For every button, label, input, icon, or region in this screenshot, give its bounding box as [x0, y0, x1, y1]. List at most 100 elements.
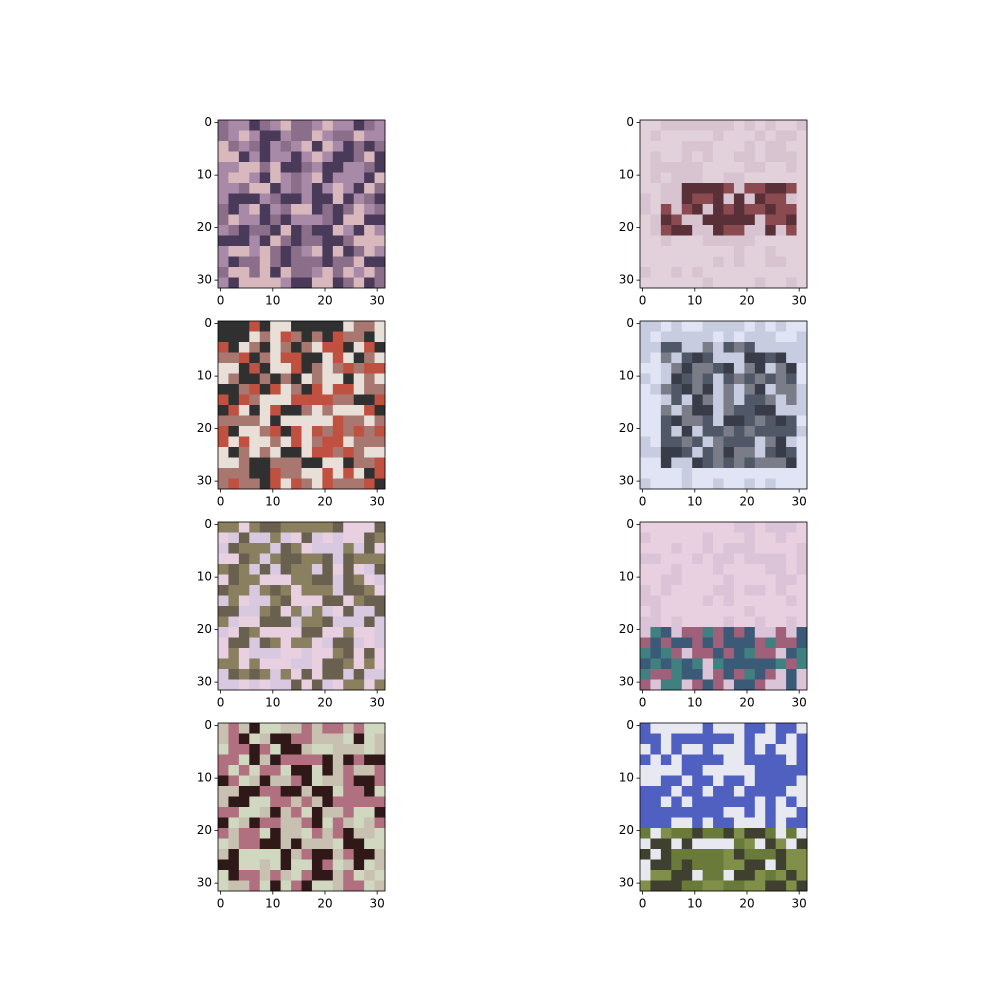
- pixel: [702, 151, 714, 163]
- pixel: [259, 595, 271, 607]
- pixel: [786, 870, 797, 881]
- pixel: [713, 849, 724, 860]
- pixel: [775, 723, 787, 734]
- pixel: [681, 658, 693, 670]
- pixel: [238, 532, 250, 544]
- axes-frame: [639, 119, 808, 289]
- pixel: [640, 277, 651, 289]
- pixel: [660, 193, 672, 205]
- pixel: [660, 415, 672, 427]
- pixel: [650, 637, 662, 649]
- x-tick-label: 10: [265, 495, 280, 509]
- pixel: [301, 204, 313, 215]
- pixel: [671, 817, 683, 829]
- pixel: [301, 331, 313, 343]
- pixel: [249, 277, 261, 289]
- pixel: [733, 246, 745, 257]
- pixel: [353, 786, 365, 797]
- pixel: [650, 235, 662, 247]
- pixel: [238, 193, 250, 205]
- pixel: [765, 342, 777, 353]
- pixel: [681, 627, 693, 638]
- pixel: [311, 679, 323, 691]
- pixel: [765, 277, 777, 289]
- pixel: [322, 214, 334, 226]
- pixel: [723, 193, 735, 205]
- pixel: [311, 256, 323, 268]
- pixel: [775, 235, 787, 247]
- pixel: [238, 522, 250, 533]
- pixel: [291, 880, 302, 892]
- pixel: [332, 363, 344, 374]
- pixel: [259, 246, 271, 257]
- pixel: [291, 331, 302, 343]
- pixel: [640, 585, 651, 596]
- pixel: [765, 849, 777, 860]
- pixel: [671, 585, 683, 596]
- pixel: [713, 553, 724, 565]
- pixel: [311, 828, 323, 839]
- pixel: [218, 478, 229, 490]
- pixel: [259, 754, 271, 766]
- pixel: [228, 606, 240, 617]
- pixel: [702, 321, 714, 332]
- pixel: [332, 553, 344, 565]
- pixel: [660, 394, 672, 406]
- pixel: [291, 754, 302, 766]
- pixel: [723, 204, 735, 215]
- pixel: [270, 723, 282, 734]
- pixel: [228, 648, 240, 659]
- pixel: [270, 543, 282, 554]
- pixel: [702, 532, 714, 544]
- pixel: [650, 384, 662, 395]
- pixel: [650, 246, 662, 257]
- pixel: [322, 436, 334, 448]
- pixel: [301, 564, 313, 575]
- pixel: [786, 162, 797, 173]
- pixel: [671, 574, 683, 586]
- pixel: [702, 796, 714, 808]
- pixel: [671, 352, 683, 364]
- pixel: [259, 426, 271, 437]
- pixel: [311, 405, 323, 416]
- pixel: [280, 394, 292, 406]
- y-tick-label: 20: [197, 220, 212, 234]
- pixel: [374, 394, 386, 406]
- pixel: [301, 723, 313, 734]
- pixel: [650, 648, 662, 659]
- pixel: [775, 595, 787, 607]
- pixel: [786, 775, 797, 787]
- pixel: [744, 214, 756, 226]
- pixel: [343, 775, 355, 787]
- pixel: [723, 828, 735, 839]
- pixel: [374, 130, 386, 142]
- pixel: [671, 235, 683, 247]
- pixel: [301, 553, 313, 565]
- pixel: [733, 478, 745, 490]
- pixel: [775, 585, 787, 596]
- x-tick-label: 0: [217, 696, 225, 710]
- pixel: [671, 744, 683, 755]
- pixel: [765, 384, 777, 395]
- pixel: [311, 522, 323, 533]
- pixel: [249, 754, 261, 766]
- pixel: [765, 214, 777, 226]
- pixel: [660, 733, 672, 745]
- pixel: [311, 162, 323, 173]
- pixel: [259, 796, 271, 808]
- pixel: [713, 225, 724, 236]
- pixel: [311, 606, 323, 617]
- pixel: [650, 193, 662, 205]
- pixel: [353, 849, 365, 860]
- pixel: [364, 183, 375, 194]
- pixel: [796, 193, 808, 205]
- pixel: [733, 595, 745, 607]
- pixel: [364, 880, 375, 892]
- pixel: [733, 648, 745, 659]
- pixel: [744, 204, 756, 215]
- pixel: [364, 141, 375, 152]
- pixel: [238, 384, 250, 395]
- pixel: [692, 754, 704, 766]
- x-tick-label: 30: [370, 897, 385, 911]
- pixel: [702, 277, 714, 289]
